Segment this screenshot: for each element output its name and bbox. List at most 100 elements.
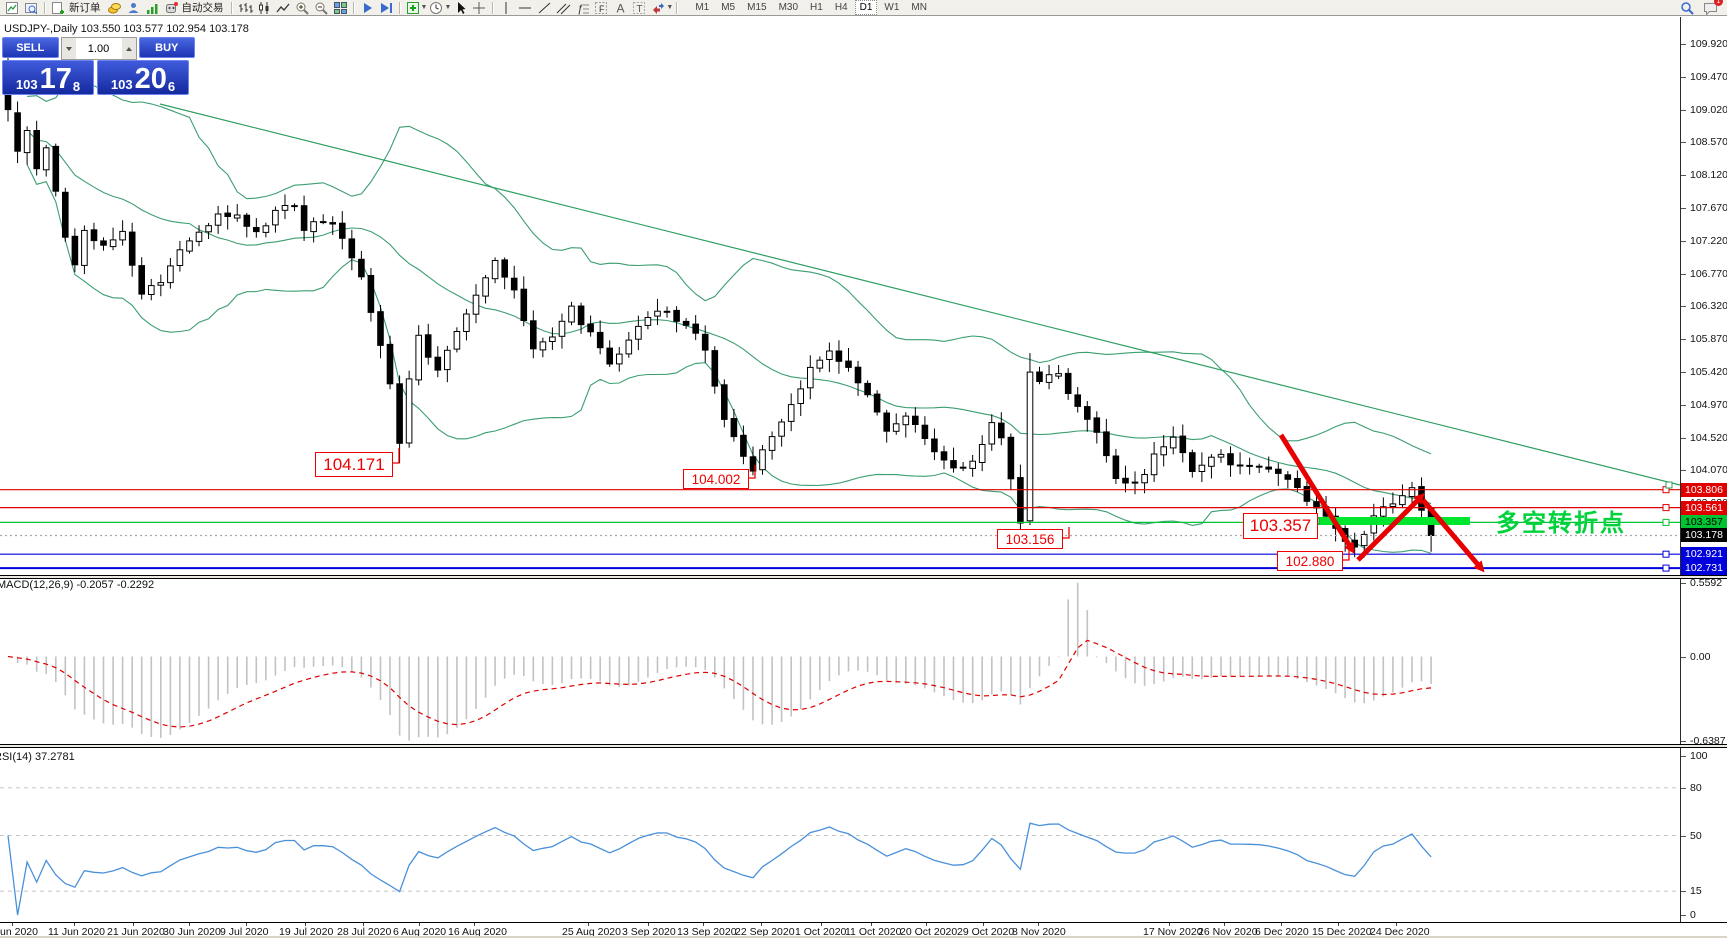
volume-decrease-button[interactable] <box>61 38 76 59</box>
time-axis-tick-mark <box>588 922 589 926</box>
buy-button[interactable]: BUY <box>138 37 195 58</box>
dropdown-arrow-icon[interactable]: ▼ <box>444 4 452 11</box>
timeframe-button-W1[interactable]: W1 <box>884 2 900 13</box>
rsi-axis-tick: 100 <box>1690 750 1708 762</box>
price-axis-tick: 108.120 <box>1690 169 1727 181</box>
new-chart-icon[interactable] <box>3 1 22 15</box>
horizontal-line-icon[interactable] <box>516 1 535 15</box>
dropdown-arrow-icon[interactable]: ▼ <box>666 4 674 11</box>
time-axis-tick-mark <box>983 922 984 926</box>
tile-windows-icon[interactable] <box>331 1 350 15</box>
arrows-icon[interactable] <box>649 1 668 15</box>
timeframe-button-M15[interactable]: M15 <box>747 2 767 13</box>
time-axis-label: 16 Aug 2020 <box>448 926 507 938</box>
time-axis-tick-mark <box>871 922 872 926</box>
price-flag-102.731: 102.731 <box>1681 561 1727 575</box>
time-axis-separator <box>0 922 1727 923</box>
timeframe-button-H1[interactable]: H1 <box>810 2 823 13</box>
price-axis-separator <box>1680 17 1681 923</box>
rsi-axis-tick: 0 <box>1690 909 1696 921</box>
cursor-icon[interactable] <box>451 1 470 15</box>
timeframe-button-M1[interactable]: M1 <box>695 2 710 13</box>
indicators-list-icon[interactable] <box>404 1 423 15</box>
trendline-icon[interactable] <box>535 1 554 15</box>
svg-text:T: T <box>637 4 643 15</box>
text-icon[interactable]: A <box>611 1 630 15</box>
panel-separator-groove[interactable] <box>0 745 1727 747</box>
panel-separator[interactable] <box>0 578 1727 579</box>
panel-separator[interactable] <box>0 747 1727 748</box>
timeframe-button-MN[interactable]: MN <box>911 2 927 13</box>
new-order-button-label[interactable]: 新订单 <box>69 2 101 14</box>
price-axis-tick-mark <box>1681 438 1686 439</box>
time-axis-label: 21 Jun 2020 <box>107 926 165 938</box>
chart-window[interactable]: USDJPY-,Daily 103.550 103.577 102.954 10… <box>0 17 1727 938</box>
panel-separator-groove[interactable] <box>0 576 1727 578</box>
fibonacci-icon[interactable]: ƒ <box>573 1 592 15</box>
candlestick-chart-canvas[interactable] <box>0 17 1681 938</box>
zoom-out-icon[interactable] <box>312 1 331 15</box>
chart-shift-icon[interactable] <box>377 1 396 15</box>
price-annotation-box[interactable]: 103.156 <box>997 529 1063 549</box>
zoom-in-icon[interactable] <box>293 1 312 15</box>
volume-stepper <box>60 37 137 60</box>
price-axis-tick-mark <box>1681 470 1686 471</box>
price-axis-tick: 107.220 <box>1690 235 1727 247</box>
deposit-funds-icon[interactable] <box>105 1 124 15</box>
timeframe-button-D1[interactable]: D1 <box>854 0 878 15</box>
rsi-axis-tick-mark <box>1681 836 1686 837</box>
time-axis-label: 3 Sep 2020 <box>622 926 676 938</box>
text-label-icon[interactable]: T <box>630 1 649 15</box>
profiles-icon[interactable] <box>22 1 41 15</box>
svg-text:A: A <box>617 1 625 15</box>
equidistant-channel-icon[interactable] <box>554 1 573 15</box>
time-axis-tick-mark <box>1281 922 1282 926</box>
volume-increase-button[interactable] <box>121 38 136 59</box>
sell-price-display[interactable]: 103 17 8 <box>2 60 94 95</box>
auto-scroll-icon[interactable] <box>358 1 377 15</box>
bar-chart-mode-icon[interactable] <box>236 1 255 15</box>
new-order-button[interactable] <box>49 1 68 15</box>
auto-trading-button-label[interactable]: 自动交易 <box>181 2 224 14</box>
panel-separator[interactable] <box>0 575 1727 576</box>
price-annotation-box[interactable]: 102.880 <box>1277 551 1343 571</box>
price-annotation-box[interactable]: 104.002 <box>683 469 749 489</box>
timeframe-button-H4[interactable]: H4 <box>834 2 848 13</box>
annotation-text-cn[interactable]: 多空转折点 <box>1496 510 1626 537</box>
timeframe-button-M5[interactable]: M5 <box>721 2 736 13</box>
periods-icon[interactable] <box>427 1 446 15</box>
window-bottom-edge <box>0 936 1727 938</box>
time-axis-label: 20 Oct 2020 <box>900 926 958 938</box>
toolbar-separator <box>44 1 46 14</box>
search-icon[interactable] <box>1678 1 1697 15</box>
mql5-community-icon[interactable] <box>124 1 143 15</box>
time-axis-label: 29 Oct 2020 <box>957 926 1015 938</box>
price-axis-tick-mark <box>1681 306 1686 307</box>
price-axis-tick-mark <box>1681 405 1686 406</box>
auto-trading-button[interactable] <box>162 1 181 15</box>
macd-axis-tick-mark <box>1681 657 1686 658</box>
sell-button[interactable]: SELL <box>2 37 59 58</box>
time-axis-label: 8 Nov 2020 <box>1012 926 1066 938</box>
price-annotation-box[interactable]: 103.357 <box>1243 513 1318 539</box>
price-flag-103.357: 103.357 <box>1681 515 1727 529</box>
time-axis-tick-mark <box>1338 922 1339 926</box>
timeframe-button-M30[interactable]: M30 <box>778 2 799 13</box>
dropdown-arrow-icon[interactable]: ▼ <box>420 4 428 11</box>
volume-input[interactable] <box>75 38 122 59</box>
price-annotation-box[interactable]: 104.171 <box>315 452 393 477</box>
line-chart-mode-icon[interactable] <box>274 1 293 15</box>
price-axis-tick: 109.020 <box>1690 104 1727 116</box>
candlestick-mode-icon[interactable] <box>255 1 274 15</box>
time-axis-tick-mark <box>74 922 75 926</box>
down-arrow-icon <box>65 46 72 51</box>
grid-icon[interactable]: F <box>592 1 611 15</box>
chat-notifications-icon[interactable]: 1 <box>1701 0 1723 15</box>
crosshair-icon[interactable] <box>470 1 489 15</box>
vertical-line-icon[interactable] <box>497 1 516 15</box>
panel-separator[interactable] <box>0 744 1727 745</box>
macd-indicator-label: MACD(12,26,9) -0.2057 -0.2292 <box>0 579 155 591</box>
buy-price-display[interactable]: 103 20 6 <box>97 60 189 95</box>
signals-icon[interactable] <box>143 1 162 15</box>
